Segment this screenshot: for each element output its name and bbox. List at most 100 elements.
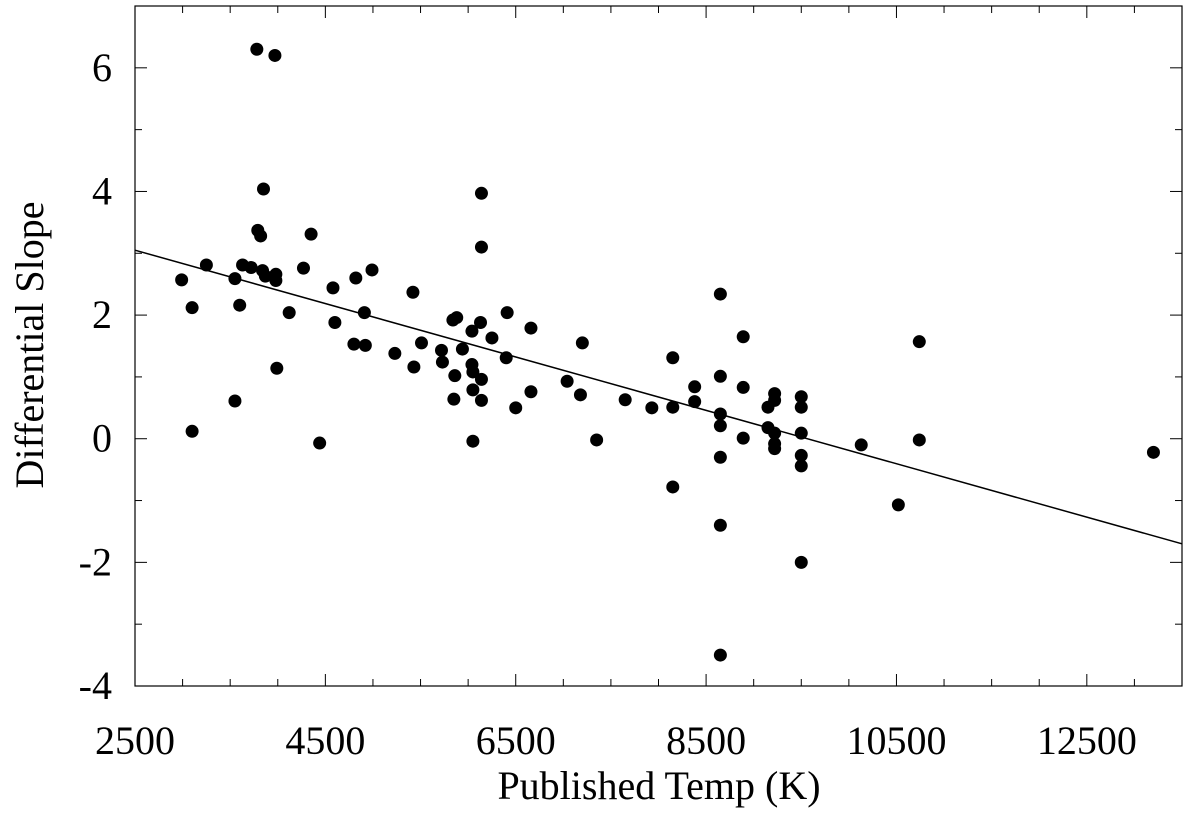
data-point — [794, 400, 808, 414]
data-point — [794, 390, 808, 404]
data-point — [768, 426, 782, 440]
data-point — [407, 360, 421, 374]
data-point — [388, 346, 402, 360]
y-tick-label: 6 — [92, 45, 112, 90]
data-point — [466, 434, 480, 448]
data-point — [794, 426, 808, 440]
data-point — [499, 351, 513, 365]
data-point — [618, 393, 632, 407]
data-point — [365, 263, 379, 277]
data-points — [175, 42, 1160, 662]
data-point — [256, 182, 270, 196]
data-point — [713, 450, 727, 464]
x-tick-label: 2500 — [95, 718, 175, 763]
data-point — [328, 316, 342, 330]
x-tick-label: 4500 — [285, 718, 365, 763]
plot-border — [134, 5, 1183, 687]
data-point — [296, 261, 310, 275]
plot-frame — [134, 5, 1183, 687]
data-point — [736, 330, 750, 344]
axis-ticks — [134, 5, 1183, 687]
data-point — [244, 260, 258, 274]
x-tick-label: 8500 — [666, 718, 746, 763]
data-point — [228, 272, 242, 286]
data-point — [450, 311, 464, 325]
data-point — [666, 400, 680, 414]
data-point — [768, 393, 782, 407]
data-point — [474, 240, 488, 254]
y-tick-label: -2 — [79, 539, 112, 584]
data-point — [435, 355, 449, 369]
data-point — [713, 648, 727, 662]
data-point — [575, 336, 589, 350]
data-point — [666, 480, 680, 494]
y-tick-label: 4 — [92, 168, 112, 213]
x-tick-labels: 2500 4500 6500 8500 10500 12500 — [95, 718, 1137, 763]
data-point — [474, 186, 488, 200]
data-point — [326, 281, 340, 295]
data-point — [447, 392, 461, 406]
data-point — [434, 343, 448, 357]
data-point — [524, 385, 538, 399]
data-point — [233, 298, 247, 312]
data-point — [349, 271, 363, 285]
data-point — [282, 306, 296, 320]
y-tick-label: 0 — [92, 416, 112, 461]
data-point — [250, 42, 264, 56]
data-point — [313, 436, 327, 450]
data-point — [270, 361, 284, 375]
data-point — [474, 372, 488, 386]
data-point — [713, 369, 727, 383]
data-point — [185, 424, 199, 438]
data-point — [228, 394, 242, 408]
x-tick-label: 12500 — [1037, 718, 1137, 763]
data-point — [448, 369, 462, 383]
data-point — [199, 258, 213, 272]
data-point — [185, 301, 199, 315]
data-point — [258, 269, 272, 283]
data-point — [357, 306, 371, 320]
data-point — [474, 393, 488, 407]
data-point — [573, 388, 587, 402]
data-point — [268, 48, 282, 62]
data-point — [1146, 445, 1160, 459]
data-point — [713, 287, 727, 301]
data-point — [912, 335, 926, 349]
data-point — [794, 555, 808, 569]
data-point — [713, 419, 727, 433]
data-point — [175, 273, 189, 287]
data-point — [500, 306, 514, 320]
data-point — [590, 433, 604, 447]
data-point — [485, 331, 499, 345]
data-point — [304, 227, 318, 241]
data-point — [474, 316, 488, 330]
data-point — [768, 442, 782, 456]
data-point — [560, 374, 574, 388]
data-point — [254, 229, 268, 243]
x-tick-label: 10500 — [846, 718, 946, 763]
y-tick-label: 2 — [92, 292, 112, 337]
data-point — [524, 321, 538, 335]
data-point — [794, 448, 808, 462]
data-point — [688, 380, 702, 394]
trend-line-group — [134, 249, 1183, 545]
trend-line — [134, 249, 1183, 545]
data-point — [465, 324, 479, 338]
data-point — [736, 431, 750, 445]
data-point — [713, 518, 727, 532]
data-point — [406, 285, 420, 299]
data-point — [854, 438, 868, 452]
data-point — [269, 273, 283, 287]
data-point — [645, 401, 659, 415]
data-point — [736, 380, 750, 394]
x-tick-label: 6500 — [476, 718, 556, 763]
data-point — [912, 433, 926, 447]
y-tick-labels: -4 -2 0 2 4 6 — [79, 45, 112, 708]
data-point — [466, 365, 480, 379]
data-point — [509, 401, 523, 415]
data-point — [666, 351, 680, 365]
data-point — [455, 342, 469, 356]
data-point — [891, 498, 905, 512]
y-tick-label: -4 — [79, 663, 112, 708]
y-axis-title: Differential Slope — [7, 202, 52, 489]
